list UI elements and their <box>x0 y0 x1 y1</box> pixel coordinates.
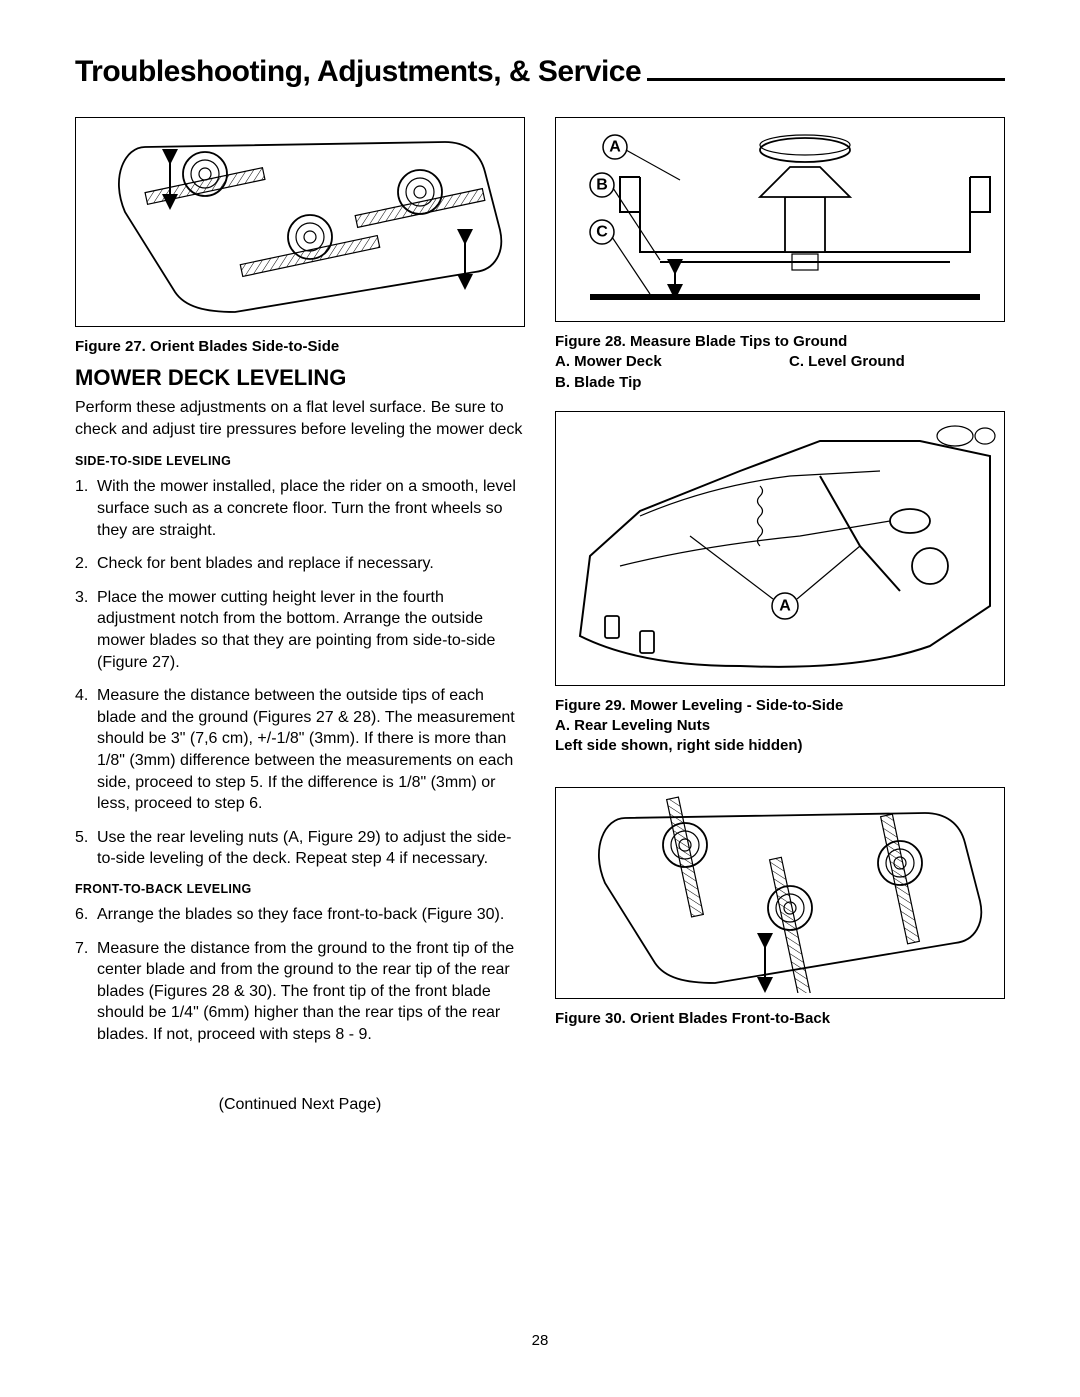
page-title: Troubleshooting, Adjustments, & Service <box>75 55 647 89</box>
step-item: Measure the distance from the ground to … <box>75 938 525 1046</box>
page-number: 28 <box>0 1332 1080 1349</box>
figure-29-caption: Figure 29. Mower Leveling - Side-to-Side… <box>555 696 1005 757</box>
steps-list-1: With the mower installed, place the ride… <box>75 476 525 870</box>
figure-30-caption: Figure 30. Orient Blades Front-to-Back <box>555 1009 1005 1029</box>
figure-28-title: Figure 28. Measure Blade Tips to Ground <box>555 332 1005 352</box>
steps-list-2: Arrange the blades so they face front-to… <box>75 904 525 1046</box>
figure-28-label-b: B. Blade Tip <box>555 373 1005 393</box>
figure-29-sub: Left side shown, right side hidden) <box>555 736 1005 756</box>
figure-28-caption: Figure 28. Measure Blade Tips to Ground … <box>555 332 1005 393</box>
step-item: Use the rear leveling nuts (A, Figure 29… <box>75 827 525 870</box>
content-columns: Figure 27. Orient Blades Side-to-Side MO… <box>75 117 1005 1114</box>
right-column: A B C Figure 28. Measure Blade Tips to G… <box>555 117 1005 1114</box>
step-item: Check for bent blades and replace if nec… <box>75 553 525 575</box>
step-item: Place the mower cutting height lever in … <box>75 587 525 673</box>
figure-29: A <box>555 411 1005 686</box>
figure-29-title: Figure 29. Mower Leveling - Side-to-Side <box>555 696 1005 716</box>
left-column: Figure 27. Orient Blades Side-to-Side MO… <box>75 117 525 1114</box>
figure-27-caption: Figure 27. Orient Blades Side-to-Side <box>75 337 525 357</box>
figure-28: A B C <box>555 117 1005 322</box>
figure-28-label-c: C. Level Ground <box>789 352 905 372</box>
callout-a: A <box>779 597 791 614</box>
step-item: Arrange the blades so they face front-to… <box>75 904 525 926</box>
section-title: MOWER DECK LEVELING <box>75 365 525 391</box>
intro-text: Perform these adjustments on a flat leve… <box>75 397 525 440</box>
callout-c: C <box>596 224 608 241</box>
callout-b: B <box>596 177 608 194</box>
figure-27 <box>75 117 525 327</box>
step-item: Measure the distance between the outside… <box>75 685 525 815</box>
figure-29-label-a: A. Rear Leveling Nuts <box>555 716 1005 736</box>
header-rule <box>647 78 1005 81</box>
continued-text: (Continued Next Page) <box>75 1096 525 1114</box>
page-header: Troubleshooting, Adjustments, & Service <box>75 55 1005 89</box>
callout-a: A <box>609 139 621 156</box>
sub-heading-2: FRONT-TO-BACK LEVELING <box>75 882 525 896</box>
figure-30 <box>555 787 1005 999</box>
step-item: With the mower installed, place the ride… <box>75 476 525 541</box>
figure-28-label-a: A. Mower Deck <box>555 352 789 372</box>
sub-heading-1: SIDE-TO-SIDE LEVELING <box>75 454 525 468</box>
